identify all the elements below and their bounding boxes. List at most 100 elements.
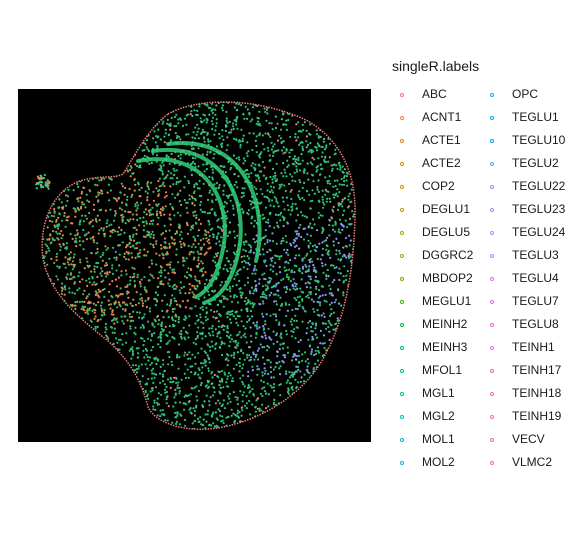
cell-point <box>323 430 325 432</box>
cell-point <box>333 266 336 270</box>
cell-point <box>200 248 203 251</box>
cell-point <box>185 403 188 406</box>
cell-point <box>190 371 193 374</box>
cell-point <box>149 273 152 276</box>
cell-point <box>227 431 229 433</box>
cell-point <box>46 125 49 128</box>
cell-point <box>124 396 127 399</box>
cell-point <box>335 417 338 420</box>
cell-point <box>56 364 59 367</box>
cell-point <box>139 326 142 329</box>
cell-point <box>202 418 205 421</box>
cell-point <box>92 333 96 336</box>
cell-point <box>130 166 133 169</box>
cell-point <box>261 336 264 339</box>
cell-point <box>256 349 259 352</box>
cell-point <box>50 214 53 217</box>
cell-point <box>60 292 63 295</box>
cell-point <box>233 420 236 424</box>
cell-point <box>268 294 271 297</box>
cell-point <box>309 123 312 126</box>
cell-point <box>299 223 302 227</box>
cell-point <box>208 423 211 427</box>
cell-point <box>330 264 333 267</box>
cell-point <box>177 321 180 324</box>
cell-point <box>351 369 354 372</box>
cell-point <box>58 134 62 137</box>
cell-point <box>345 175 348 178</box>
cell-point <box>65 405 68 409</box>
cell-point <box>233 119 236 122</box>
cell-point <box>44 107 47 111</box>
cell-point <box>88 264 91 267</box>
cell-point <box>328 322 331 325</box>
cell-point <box>97 194 100 197</box>
cell-point <box>110 422 113 425</box>
cell-point <box>82 386 85 389</box>
cell-point <box>175 169 178 172</box>
cell-point <box>296 105 299 108</box>
cell-point <box>317 136 320 139</box>
cell-point <box>201 305 204 308</box>
cell-point <box>201 210 204 213</box>
cell-point <box>353 293 356 296</box>
cell-point <box>264 407 268 410</box>
cell-point <box>175 125 178 128</box>
cell-point <box>269 384 272 387</box>
cell-point <box>55 255 58 258</box>
cell-point <box>346 405 349 408</box>
cell-point <box>295 326 298 329</box>
cell-point <box>114 230 117 233</box>
cell-point <box>307 408 310 411</box>
cell-point <box>150 334 154 337</box>
cell-point <box>52 398 55 401</box>
cell-point <box>209 432 211 434</box>
cell-point <box>237 342 240 345</box>
cell-point <box>144 389 147 392</box>
cell-point <box>138 255 141 258</box>
cell-point <box>42 207 45 210</box>
cell-point <box>163 383 167 386</box>
cell-point <box>305 140 308 143</box>
cell-point <box>236 403 239 406</box>
cell-point <box>279 383 282 386</box>
cell-point <box>238 279 241 282</box>
cell-point <box>301 433 303 435</box>
cell-point <box>146 230 149 233</box>
cell-point <box>173 271 176 275</box>
cell-point <box>301 123 304 126</box>
cell-point <box>126 198 129 201</box>
cell-point <box>299 418 302 421</box>
cell-point <box>52 384 55 387</box>
cell-point <box>154 408 157 411</box>
cell-point <box>191 284 194 287</box>
cell-point <box>59 118 62 121</box>
cell-point <box>218 370 221 374</box>
cell-point <box>68 258 71 261</box>
cell-point <box>299 414 302 417</box>
cell-point <box>59 141 62 144</box>
cell-point <box>310 151 313 154</box>
cell-point <box>42 277 43 280</box>
cell-point <box>79 165 82 168</box>
cell-point <box>214 317 217 320</box>
cell-point <box>348 217 352 220</box>
cell-point <box>226 316 229 319</box>
cell-point <box>217 325 220 328</box>
cell-point <box>320 123 323 126</box>
cell-point <box>350 200 353 203</box>
cell-point <box>239 291 242 294</box>
cell-point <box>309 161 312 164</box>
cell-point <box>286 165 289 169</box>
cell-point <box>293 328 296 331</box>
cell-point <box>288 182 291 186</box>
cell-point <box>256 373 259 376</box>
cell-point <box>86 366 89 369</box>
cell-point <box>348 309 351 312</box>
cell-point <box>124 424 127 427</box>
cell-point <box>65 426 68 429</box>
cell-point <box>213 256 216 259</box>
cell-point <box>282 175 285 178</box>
cell-point <box>100 307 103 310</box>
cell-point <box>50 401 54 404</box>
